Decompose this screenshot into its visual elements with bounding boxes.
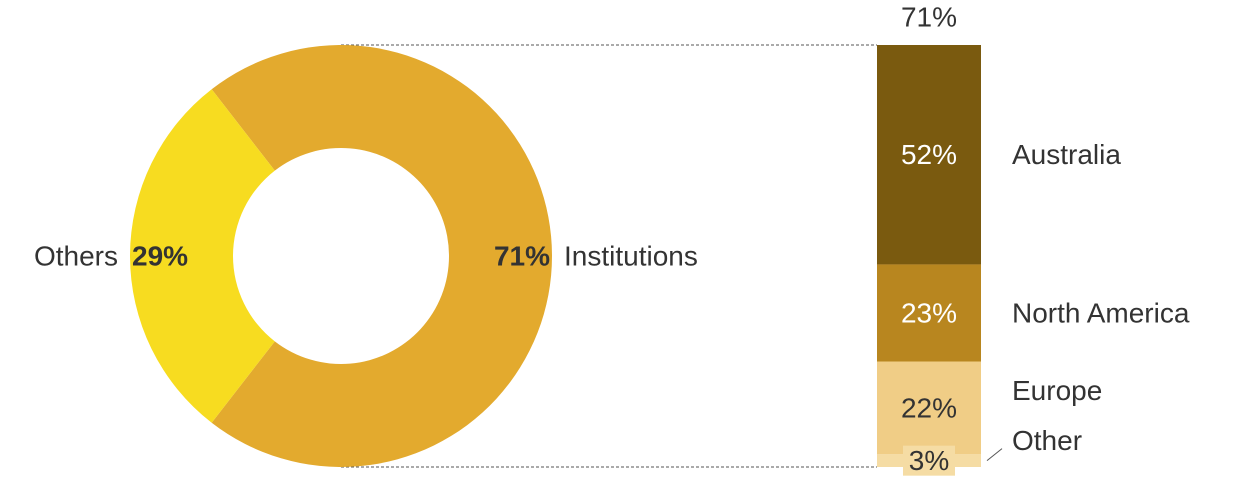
value-label: 71% (494, 240, 550, 271)
bar-segment (877, 45, 981, 265)
leader-line (986, 448, 1003, 462)
bar-segment (877, 264, 981, 362)
category-label: Australia (1012, 139, 1121, 170)
category-label: North America (1012, 297, 1190, 328)
value-label: 22% (901, 392, 957, 423)
value-label: 29% (132, 240, 188, 271)
value-label-box (903, 445, 955, 476)
category-label: Other (1012, 425, 1082, 456)
category-label: Europe (1012, 375, 1102, 406)
bar-segment (877, 361, 981, 455)
donut-slice (129, 89, 275, 423)
value-label: 3% (909, 445, 949, 476)
category-label: Others (34, 240, 118, 271)
value-label: 52% (901, 139, 957, 170)
total-label: 71% (901, 1, 957, 32)
donut-slice (211, 45, 552, 467)
category-label: Institutions (564, 240, 698, 271)
value-label: 23% (901, 297, 957, 328)
